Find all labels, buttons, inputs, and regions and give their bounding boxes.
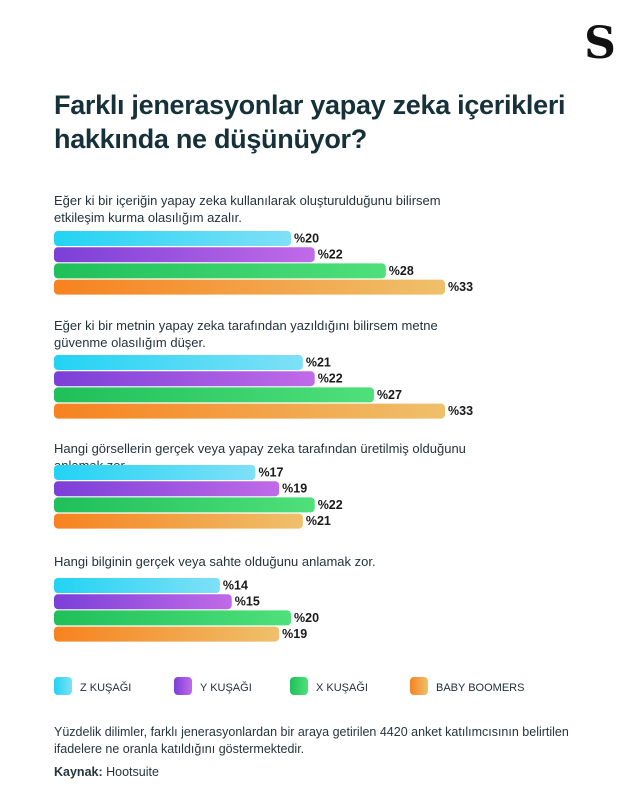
bar-value-label: %15 [235,595,260,609]
bar-bb [54,513,303,529]
bar-z [54,231,291,246]
bar-x [54,387,374,403]
bar-value-label: %33 [448,280,473,294]
legend-label: Y KUŞAĞI [200,681,252,694]
bar-x [54,610,291,626]
bar-value-label: %22 [318,248,343,262]
bar-value-label: %21 [306,514,331,528]
legend-swatch [174,677,192,695]
legend-swatch [54,677,72,695]
question-label: Eğer ki bir metnin yapay zeka tarafından… [54,318,438,350]
bar-value-label: %28 [389,264,414,278]
bar-value-label: %17 [258,466,283,480]
bar-value-label: %22 [318,372,343,386]
legend-label: Z KUŞAĞI [80,681,131,694]
legend-item-z: Z KUŞAĞI [54,677,131,695]
bar-z [54,578,220,593]
bar-value-label: %19 [282,482,307,496]
bar-bb [54,403,446,419]
bar-value-label: %21 [306,356,331,370]
brand-logo: S [584,18,616,69]
bar-value-label: %19 [282,627,307,641]
bar-value-label: %33 [448,404,473,418]
legend-swatch [290,677,308,695]
question-label: Hangi bilginin gerçek veya sahte olduğun… [54,554,376,569]
source-label: Kaynak: [54,765,103,779]
bar-bb [54,626,280,642]
legend-label: BABY BOOMERS [436,682,524,694]
footnote: Yüzdelik dilimler, farklı jenerasyonlard… [54,725,569,756]
question-label: Eğer ki bir içeriğin yapay zeka kullanıl… [54,193,441,225]
bar-z [54,465,256,480]
bar-value-label: %20 [294,611,319,625]
bar-y [54,594,232,610]
source-value: Hootsuite [106,765,159,779]
bar-y [54,247,315,263]
legend-item-x: X KUŞAĞI [290,677,368,695]
source-line: Kaynak: Hootsuite [54,765,159,779]
bar-y [54,481,280,497]
bar-y [54,371,315,387]
bar-value-label: %20 [294,232,319,246]
legend-item-bb: BABY BOOMERS [410,677,524,695]
bar-value-label: %27 [377,388,402,402]
legend-item-y: Y KUŞAĞI [174,677,252,695]
legend-swatch [410,677,428,695]
bar-x [54,497,315,513]
bar-value-label: %22 [318,498,343,512]
page-title: Farklı jenerasyonlar yapay zeka içerikle… [54,90,566,154]
bar-z [54,355,303,370]
bar-bb [54,279,446,295]
legend-label: X KUŞAĞI [316,681,368,694]
bar-value-label: %14 [223,579,248,593]
bar-x [54,263,386,279]
